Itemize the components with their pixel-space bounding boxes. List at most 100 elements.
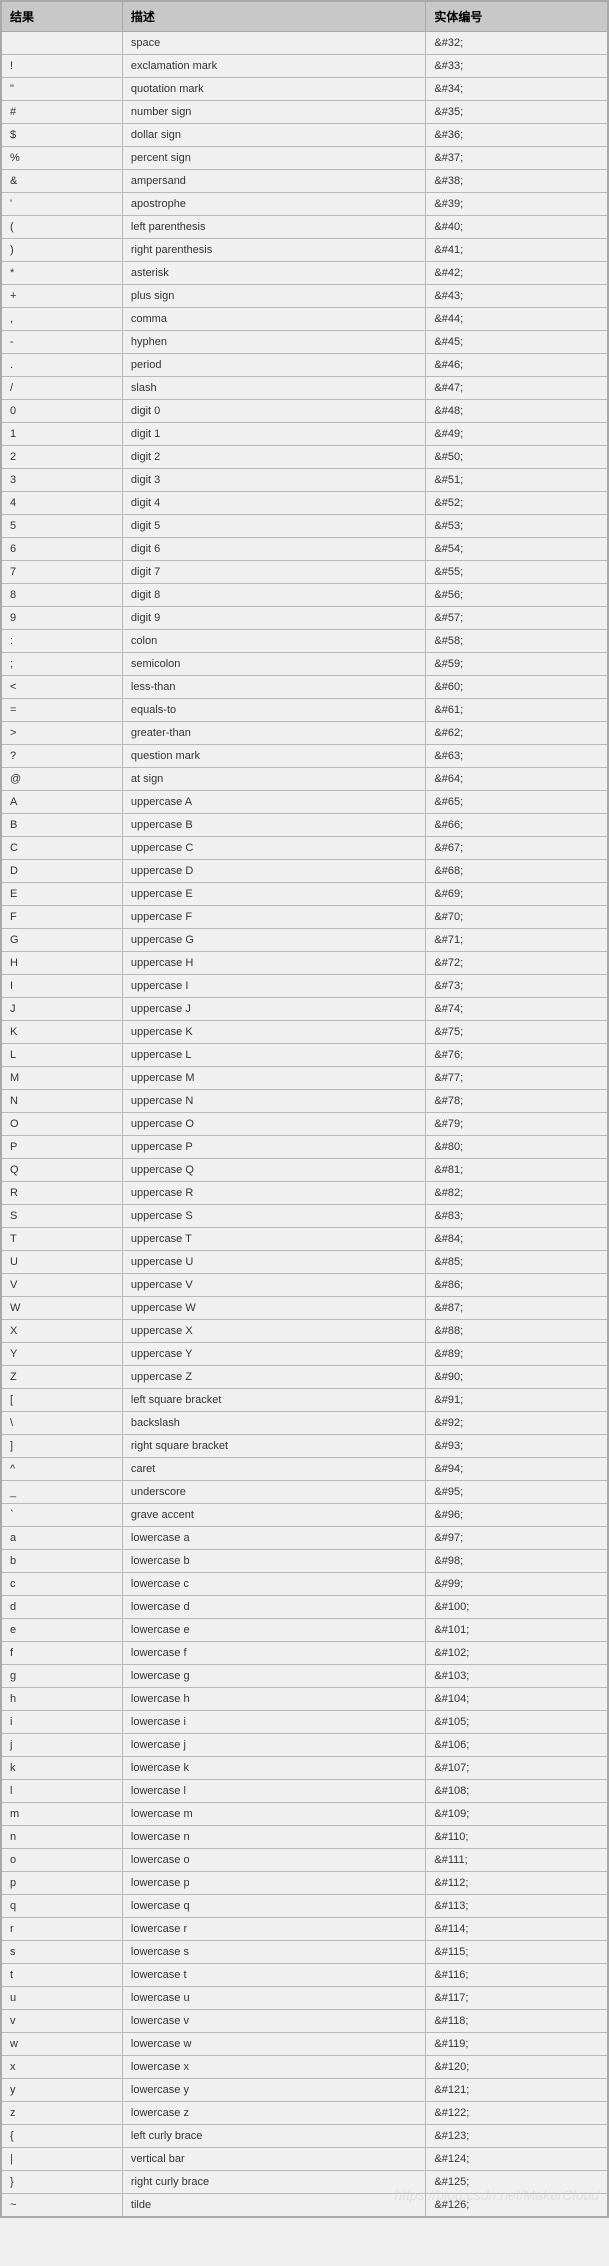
table-row: [left square bracket&#91;: [1, 1389, 608, 1412]
cell-entity-number: &#46;: [426, 354, 608, 377]
cell-entity-number: &#50;: [426, 446, 608, 469]
table-row: glowercase g&#103;: [1, 1665, 608, 1688]
cell-result: H: [1, 952, 122, 975]
table-row: >greater-than&#62;: [1, 722, 608, 745]
cell-description: lowercase q: [122, 1895, 426, 1918]
cell-entity-number: &#64;: [426, 768, 608, 791]
table-row: -hyphen&#45;: [1, 331, 608, 354]
table-row: )right parenthesis&#41;: [1, 239, 608, 262]
table-row: blowercase b&#98;: [1, 1550, 608, 1573]
cell-description: uppercase Y: [122, 1343, 426, 1366]
table-row: Auppercase A&#65;: [1, 791, 608, 814]
table-row: Yuppercase Y&#89;: [1, 1343, 608, 1366]
cell-result: h: [1, 1688, 122, 1711]
cell-result: b: [1, 1550, 122, 1573]
cell-entity-number: &#49;: [426, 423, 608, 446]
cell-description: uppercase L: [122, 1044, 426, 1067]
cell-entity-number: &#107;: [426, 1757, 608, 1780]
table-row: <less-than&#60;: [1, 676, 608, 699]
cell-entity-number: &#35;: [426, 101, 608, 124]
cell-entity-number: &#83;: [426, 1205, 608, 1228]
table-row: ulowercase u&#117;: [1, 1987, 608, 2010]
table-row: Buppercase B&#66;: [1, 814, 608, 837]
cell-result: i: [1, 1711, 122, 1734]
table-row: rlowercase r&#114;: [1, 1918, 608, 1941]
table-row: _underscore&#95;: [1, 1481, 608, 1504]
cell-entity-number: &#74;: [426, 998, 608, 1021]
cell-description: digit 2: [122, 446, 426, 469]
table-row: Luppercase L&#76;: [1, 1044, 608, 1067]
cell-result: #: [1, 101, 122, 124]
cell-description: at sign: [122, 768, 426, 791]
table-row: |vertical bar&#124;: [1, 2148, 608, 2171]
cell-description: semicolon: [122, 653, 426, 676]
cell-result: I: [1, 975, 122, 998]
cell-entity-number: &#33;: [426, 55, 608, 78]
cell-entity-number: &#60;: [426, 676, 608, 699]
cell-result: d: [1, 1596, 122, 1619]
cell-entity-number: &#47;: [426, 377, 608, 400]
cell-result: /: [1, 377, 122, 400]
table-row: jlowercase j&#106;: [1, 1734, 608, 1757]
cell-entity-number: &#69;: [426, 883, 608, 906]
table-row: dlowercase d&#100;: [1, 1596, 608, 1619]
cell-description: lowercase j: [122, 1734, 426, 1757]
table-row: ;semicolon&#59;: [1, 653, 608, 676]
cell-description: less-than: [122, 676, 426, 699]
cell-result: @: [1, 768, 122, 791]
cell-result: ?: [1, 745, 122, 768]
cell-description: uppercase E: [122, 883, 426, 906]
cell-entity-number: &#90;: [426, 1366, 608, 1389]
cell-entity-number: &#115;: [426, 1941, 608, 1964]
cell-result: a: [1, 1527, 122, 1550]
cell-description: lowercase i: [122, 1711, 426, 1734]
cell-entity-number: &#34;: [426, 78, 608, 101]
cell-description: lowercase t: [122, 1964, 426, 1987]
cell-result: +: [1, 285, 122, 308]
cell-entity-number: &#55;: [426, 561, 608, 584]
cell-entity-number: &#122;: [426, 2102, 608, 2125]
table-row: space&#32;: [1, 32, 608, 55]
cell-description: uppercase P: [122, 1136, 426, 1159]
cell-result: l: [1, 1780, 122, 1803]
cell-entity-number: &#105;: [426, 1711, 608, 1734]
table-row: Cuppercase C&#67;: [1, 837, 608, 860]
cell-result: ": [1, 78, 122, 101]
cell-result: =: [1, 699, 122, 722]
cell-description: lowercase x: [122, 2056, 426, 2079]
cell-description: uppercase C: [122, 837, 426, 860]
cell-result: B: [1, 814, 122, 837]
table-row: hlowercase h&#104;: [1, 1688, 608, 1711]
cell-result: ~: [1, 2194, 122, 2218]
cell-result: _: [1, 1481, 122, 1504]
cell-description: question mark: [122, 745, 426, 768]
cell-description: lowercase n: [122, 1826, 426, 1849]
cell-entity-number: &#53;: [426, 515, 608, 538]
ascii-entity-table: 结果 描述 实体编号 space&#32;!exclamation mark&#…: [0, 0, 609, 2218]
cell-entity-number: &#71;: [426, 929, 608, 952]
cell-description: left curly brace: [122, 2125, 426, 2148]
table-row: *asterisk&#42;: [1, 262, 608, 285]
cell-result: 5: [1, 515, 122, 538]
cell-description: equals-to: [122, 699, 426, 722]
cell-entity-number: &#36;: [426, 124, 608, 147]
cell-result: S: [1, 1205, 122, 1228]
cell-description: uppercase H: [122, 952, 426, 975]
cell-result: o: [1, 1849, 122, 1872]
cell-entity-number: &#87;: [426, 1297, 608, 1320]
cell-entity-number: &#88;: [426, 1320, 608, 1343]
table-row: ^caret&#94;: [1, 1458, 608, 1481]
cell-result: j: [1, 1734, 122, 1757]
cell-entity-number: &#91;: [426, 1389, 608, 1412]
cell-entity-number: &#80;: [426, 1136, 608, 1159]
table-row: plowercase p&#112;: [1, 1872, 608, 1895]
cell-entity-number: &#113;: [426, 1895, 608, 1918]
cell-description: lowercase v: [122, 2010, 426, 2033]
cell-entity-number: &#51;: [426, 469, 608, 492]
cell-description: comma: [122, 308, 426, 331]
cell-entity-number: &#54;: [426, 538, 608, 561]
cell-entity-number: &#98;: [426, 1550, 608, 1573]
cell-result: {: [1, 2125, 122, 2148]
table-row: Nuppercase N&#78;: [1, 1090, 608, 1113]
table-row: Duppercase D&#68;: [1, 860, 608, 883]
